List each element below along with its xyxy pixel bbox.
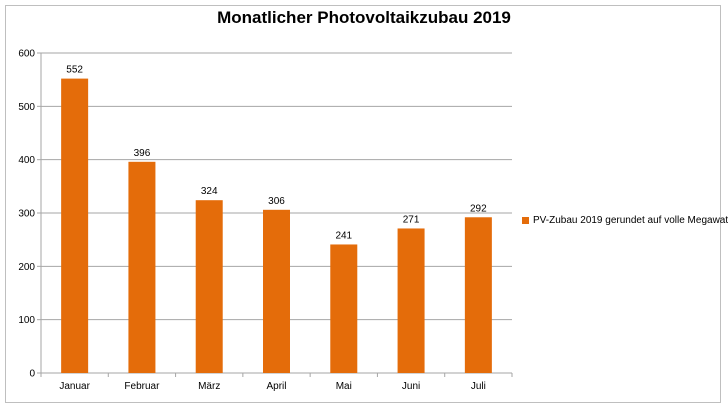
x-tick-label: März [198, 381, 220, 392]
bar [128, 161, 156, 373]
y-tick-label: 200 [18, 262, 35, 273]
x-tick-label: April [266, 381, 286, 392]
bar [330, 244, 358, 373]
y-tick-label: 100 [18, 315, 35, 326]
bar [61, 78, 89, 373]
chart-title: Monatlicher Photovoltaikzubau 2019 [217, 8, 511, 27]
y-tick-label: 500 [18, 102, 35, 113]
x-tick-label: Juli [471, 381, 486, 392]
data-label: 324 [201, 186, 218, 197]
bar [263, 209, 290, 373]
data-label: 396 [134, 148, 151, 159]
data-label: 271 [403, 214, 420, 225]
x-tick-label: Juni [402, 381, 420, 392]
x-tick-label: Februar [124, 381, 160, 392]
legend-swatch [522, 217, 529, 224]
y-tick-label: 600 [18, 49, 35, 60]
data-label: 241 [335, 230, 352, 241]
bar [464, 217, 492, 373]
data-label: 552 [66, 65, 83, 76]
bars [61, 78, 492, 373]
y-tick-label: 400 [18, 155, 35, 166]
x-tick-label: Mai [336, 381, 352, 392]
data-label: 292 [470, 203, 487, 214]
bar [195, 200, 223, 373]
data-label: 306 [268, 196, 285, 207]
legend: PV-Zubau 2019 gerundet auf volle Megawat… [522, 215, 728, 226]
y-tick-label: 0 [29, 369, 35, 380]
x-tick-label: Januar [59, 381, 90, 392]
legend-label: PV-Zubau 2019 gerundet auf volle Megawat… [533, 215, 728, 226]
labels: 0 100 200 300 400 500 600 552 Januar 396 Februar 32… [18, 49, 487, 393]
chart-frame [5, 5, 721, 403]
bar [397, 228, 425, 373]
y-tick-label: 300 [18, 209, 35, 220]
